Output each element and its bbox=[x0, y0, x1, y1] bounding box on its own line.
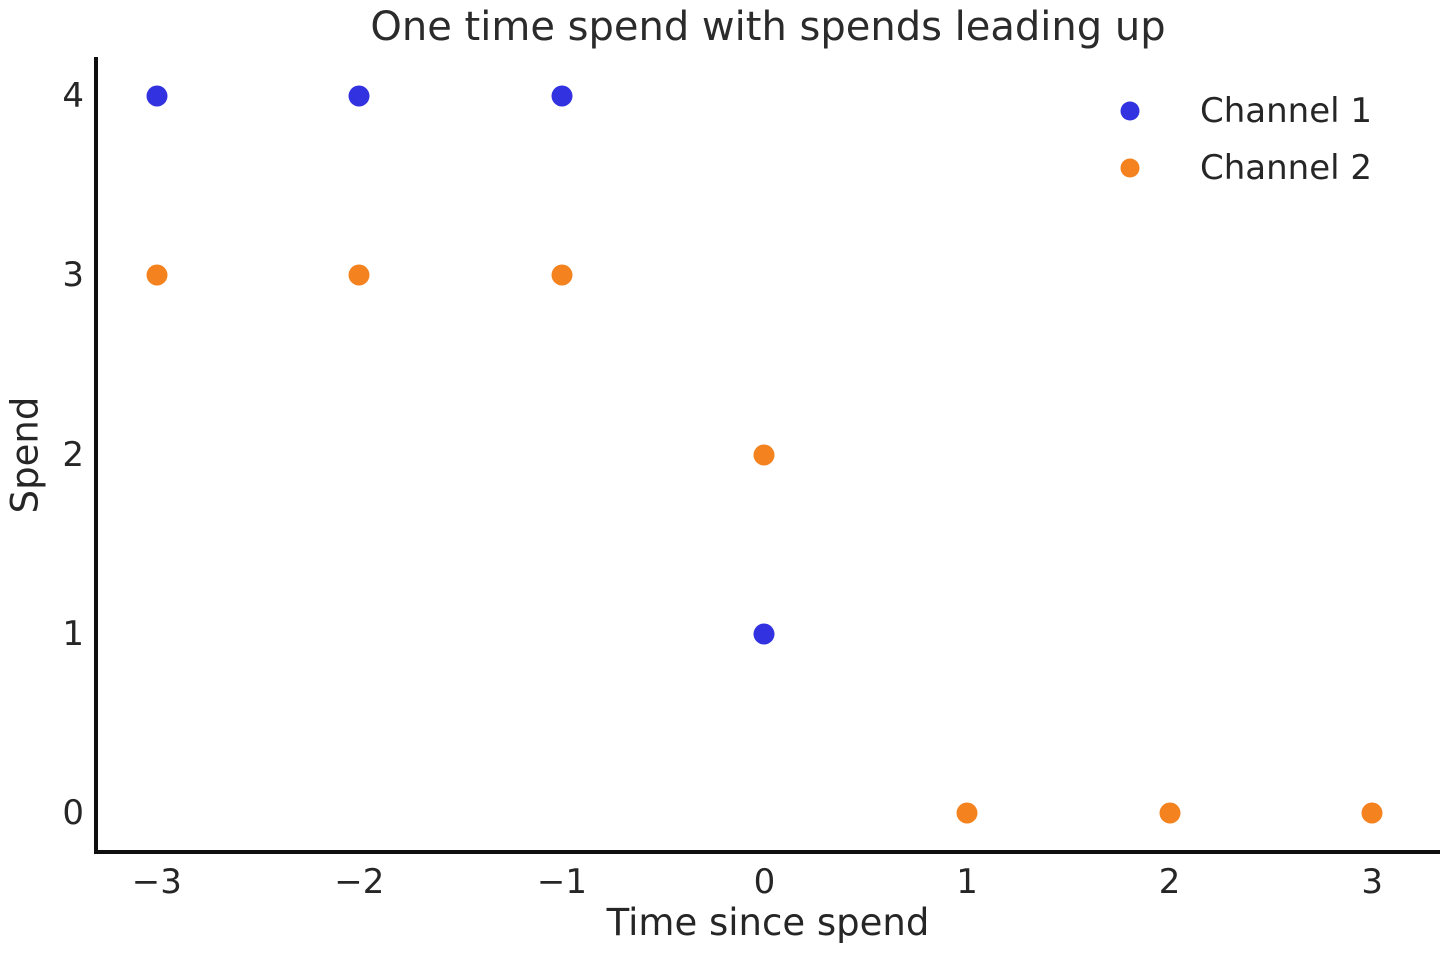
data-point bbox=[956, 802, 978, 824]
x-axis-spine bbox=[94, 850, 1440, 854]
y-tick-label: 2 bbox=[62, 434, 84, 475]
data-point bbox=[753, 444, 775, 465]
data-point bbox=[753, 623, 775, 645]
x-tick-label: 2 bbox=[1158, 862, 1181, 902]
legend-label: Channel 1 bbox=[1200, 91, 1373, 131]
legend-label: Channel 2 bbox=[1200, 148, 1373, 188]
data-point bbox=[1361, 802, 1383, 824]
x-tick-label: 1 bbox=[956, 862, 978, 902]
chart-title: One time spend with spends leading up bbox=[370, 4, 1166, 50]
x-tick-label: −3 bbox=[131, 862, 182, 902]
data-point bbox=[551, 264, 573, 286]
x-tick-label: −1 bbox=[536, 862, 587, 902]
x-tick-label: −2 bbox=[334, 862, 385, 902]
data-point bbox=[146, 264, 168, 286]
y-axis-spine bbox=[94, 57, 98, 854]
y-tick-label: 4 bbox=[62, 75, 84, 116]
data-point bbox=[348, 264, 370, 286]
data-point bbox=[1159, 802, 1181, 824]
data-point bbox=[146, 85, 168, 107]
data-point bbox=[348, 85, 370, 107]
y-tick-label: 1 bbox=[62, 613, 84, 654]
data-point bbox=[551, 85, 573, 107]
legend-marker bbox=[1120, 101, 1140, 121]
x-tick-label: 0 bbox=[753, 862, 776, 902]
legend-marker bbox=[1120, 158, 1140, 178]
x-tick-label: 3 bbox=[1361, 862, 1383, 902]
x-axis-label: Time since spend bbox=[606, 901, 930, 944]
y-tick-label: 3 bbox=[62, 255, 84, 296]
y-tick-label: 0 bbox=[62, 793, 84, 834]
